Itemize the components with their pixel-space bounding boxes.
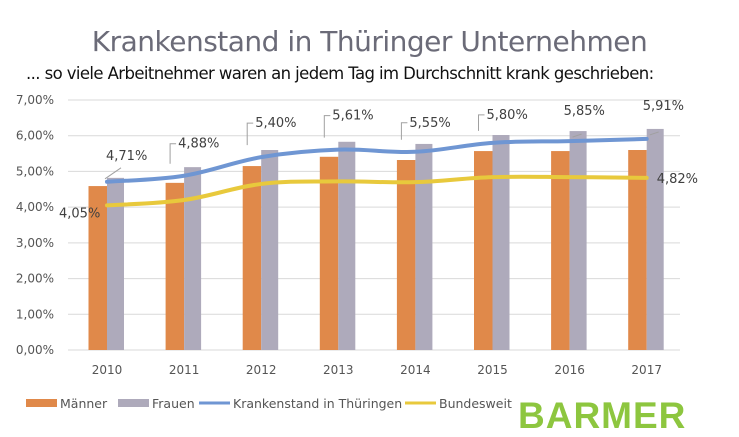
data-label-thueringen: 5,61% — [332, 109, 373, 124]
data-label-thueringen: 4,88% — [178, 137, 219, 152]
data-label-thueringen: 5,40% — [255, 116, 296, 131]
bar-frauen — [492, 135, 510, 350]
x-tick-label: 2017 — [631, 363, 662, 377]
data-label-thueringen: 5,85% — [564, 104, 605, 119]
x-tick-label: 2010 — [92, 363, 123, 377]
label-leader-lines — [104, 114, 659, 180]
bar-maenner — [319, 156, 339, 350]
y-axis-ticks: 0,00% 1,00% 2,00% 3,00% 4,00% 5,00% 6,00% 7,00% — [16, 93, 54, 357]
label-leader — [572, 133, 582, 138]
lines — [105, 136, 649, 208]
legend-swatch-maenner — [26, 399, 57, 407]
label-leader — [649, 131, 659, 136]
bar-maenner — [396, 160, 416, 350]
bar-frauen — [415, 143, 433, 350]
label-leader — [478, 114, 485, 131]
y-tick-label: 4,00% — [16, 200, 54, 214]
bar-maenner — [242, 166, 262, 350]
label-leader — [323, 115, 331, 138]
y-tick-label: 5,00% — [16, 164, 54, 178]
label-leader — [400, 122, 408, 140]
x-tick-label: 2016 — [554, 363, 585, 377]
legend-label: Frauen — [152, 396, 195, 411]
line-bundesweit — [105, 174, 649, 208]
legend: Männer Frauen Krankenstand in Thüringen Bun… — [26, 396, 512, 411]
data-label-thueringen: 5,55% — [409, 116, 450, 131]
data-label-thueringen: 5,80% — [487, 108, 528, 123]
bar-maenner — [165, 182, 185, 350]
legend-swatch-frauen — [118, 399, 149, 407]
bar-frauen — [261, 150, 279, 350]
label-leader — [246, 122, 254, 146]
legend-label: Männer — [60, 396, 108, 411]
x-tick-label: 2014 — [400, 363, 431, 377]
bar-maenner — [88, 186, 107, 350]
y-tick-label: 0,00% — [16, 343, 54, 357]
bar-frauen — [646, 128, 664, 350]
x-tick-label: 2011 — [169, 363, 200, 377]
legend-label: Krankenstand in Thüringen — [233, 396, 402, 411]
label-leader — [104, 167, 122, 180]
bar-maenner — [628, 150, 647, 350]
data-label-bundesweit: 4,82% — [657, 172, 698, 187]
bar-frauen — [338, 141, 356, 350]
bars — [88, 128, 664, 350]
x-axis-ticks: 2010 2011 2012 2013 2014 2015 2016 2017 — [92, 363, 662, 377]
data-label-thueringen: 4,71% — [106, 149, 147, 164]
bar-maenner — [551, 151, 570, 350]
barmer-logo: BARMER — [518, 395, 687, 436]
chart-subtitle: ... so viele Arbeitnehmer waren an jedem… — [26, 64, 654, 83]
data-labels: 4,71% 4,88% 5,40% 5,61% 5,55% 5,80% 5,85% 5,91%… — [59, 99, 698, 221]
data-label-thueringen: 5,91% — [643, 99, 684, 114]
y-tick-label: 3,00% — [16, 236, 54, 250]
x-tick-label: 2015 — [477, 363, 508, 377]
x-tick-label: 2012 — [246, 363, 277, 377]
bar-frauen — [569, 131, 587, 350]
label-leader — [169, 143, 177, 164]
data-label-bundesweit: 4,05% — [59, 206, 100, 221]
y-tick-label: 1,00% — [16, 307, 54, 321]
chart-title: Krankenstand in Thüringer Unternehmen — [91, 25, 648, 58]
y-tick-label: 6,00% — [16, 129, 54, 143]
bar-frauen — [184, 167, 202, 350]
x-tick-label: 2013 — [323, 363, 354, 377]
legend-label: Bundesweit — [439, 396, 512, 411]
bar-frauen — [107, 177, 124, 350]
bar-maenner — [474, 151, 493, 350]
y-tick-label: 2,00% — [16, 272, 54, 286]
gridlines — [68, 99, 680, 351]
y-tick-label: 7,00% — [16, 93, 54, 107]
line-thueringen — [105, 136, 649, 184]
